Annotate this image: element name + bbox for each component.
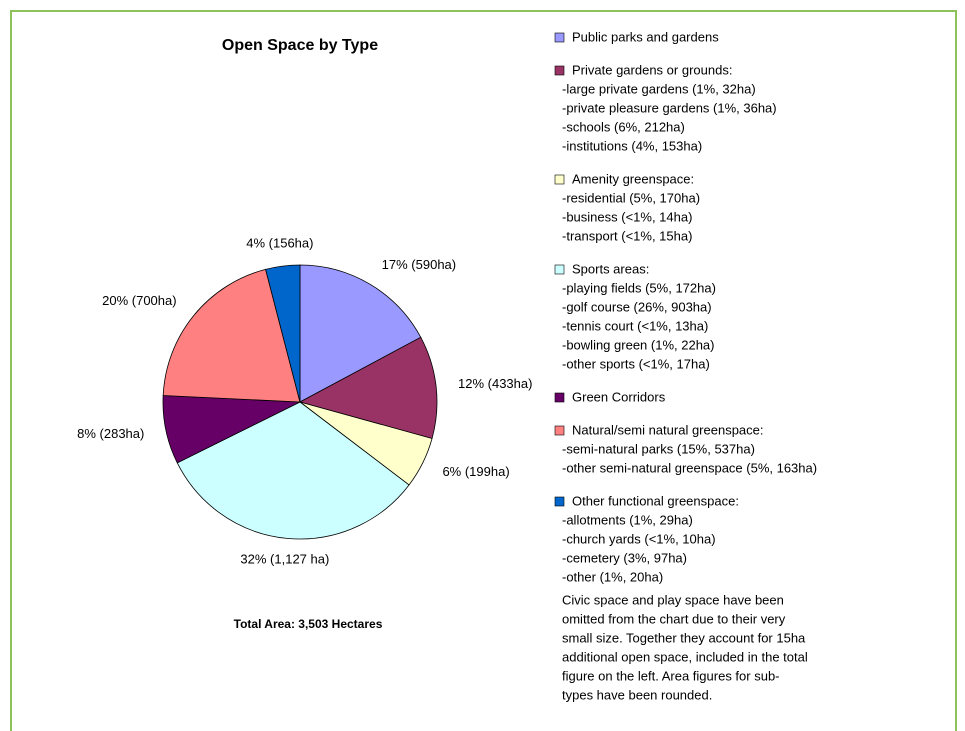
legend-detail: -other (1%, 20ha)	[562, 569, 663, 584]
data-label: 12% (433ha)	[458, 376, 532, 391]
legend-swatch	[554, 392, 565, 403]
legend-label: Sports areas:	[572, 261, 649, 276]
legend-detail: -golf course (26%, 903ha)	[562, 299, 712, 314]
legend-detail: -large private gardens (1%, 32ha)	[562, 81, 756, 96]
legend-swatch	[554, 65, 565, 76]
legend-detail: -tennis court (<1%, 13ha)	[562, 318, 708, 333]
legend-label: Green Corridors	[572, 389, 666, 404]
legend-label: Natural/semi natural greenspace:	[572, 422, 764, 437]
frame	[10, 10, 957, 731]
legend-label: Amenity greenspace:	[572, 171, 694, 186]
note-line: omitted from the chart due to their very	[562, 611, 786, 626]
note-line: figure on the left. Area figures for sub…	[562, 668, 780, 683]
legend-detail: -playing fields (5%, 172ha)	[562, 280, 716, 295]
legend-label: Other functional greenspace:	[572, 493, 739, 508]
legend-label: Public parks and gardens	[572, 29, 719, 44]
legend-swatch	[554, 32, 565, 43]
pie-slice	[265, 264, 301, 403]
data-label: 6% (199ha)	[442, 464, 509, 479]
total-area: Total Area: 3,503 Hectares	[234, 617, 383, 631]
legend-label: Private gardens or grounds:	[572, 62, 732, 77]
chart-title: Open Space by Type	[222, 37, 378, 54]
legend-detail: -institutions (4%, 153ha)	[562, 138, 702, 153]
legend-detail: -semi-natural parks (15%, 537ha)	[562, 441, 755, 456]
legend-swatch	[554, 425, 565, 436]
legend-detail: -schools (6%, 212ha)	[562, 119, 685, 134]
note-line: Civic space and play space have been	[562, 592, 784, 607]
legend-detail: -business (<1%, 14ha)	[562, 209, 692, 224]
pie-slice	[299, 264, 422, 403]
data-label: 32% (1,127 ha)	[240, 552, 329, 567]
legend-detail: -residential (5%, 170ha)	[562, 190, 700, 205]
data-label: 17% (590ha)	[382, 257, 456, 272]
data-label: 8% (283ha)	[77, 426, 144, 441]
legend-swatch	[554, 174, 565, 185]
pie-slice	[298, 336, 438, 439]
note-line: types have been rounded.	[562, 687, 712, 702]
legend-detail: -transport (<1%, 15ha)	[562, 228, 692, 243]
data-label: 20% (700ha)	[102, 293, 176, 308]
legend-detail: -church yards (<1%, 10ha)	[562, 531, 716, 546]
legend-swatch	[554, 264, 565, 275]
legend-detail: -bowling green (1%, 22ha)	[562, 337, 714, 352]
legend-detail: -allotments (1%, 29ha)	[562, 512, 693, 527]
pie-slice	[162, 268, 301, 403]
note-line: small size. Together they account for 15…	[562, 630, 806, 645]
legend-swatch	[554, 496, 565, 507]
legend-detail: -cemetery (3%, 97ha)	[562, 550, 687, 565]
legend-detail: -private pleasure gardens (1%, 36ha)	[562, 100, 777, 115]
legend-detail: -other sports (<1%, 17ha)	[562, 356, 710, 371]
note-line: additional open space, included in the t…	[562, 649, 808, 664]
legend-detail: -other semi-natural greenspace (5%, 163h…	[562, 460, 817, 475]
data-label: 4% (156ha)	[246, 236, 313, 251]
pie-slice	[176, 401, 410, 540]
